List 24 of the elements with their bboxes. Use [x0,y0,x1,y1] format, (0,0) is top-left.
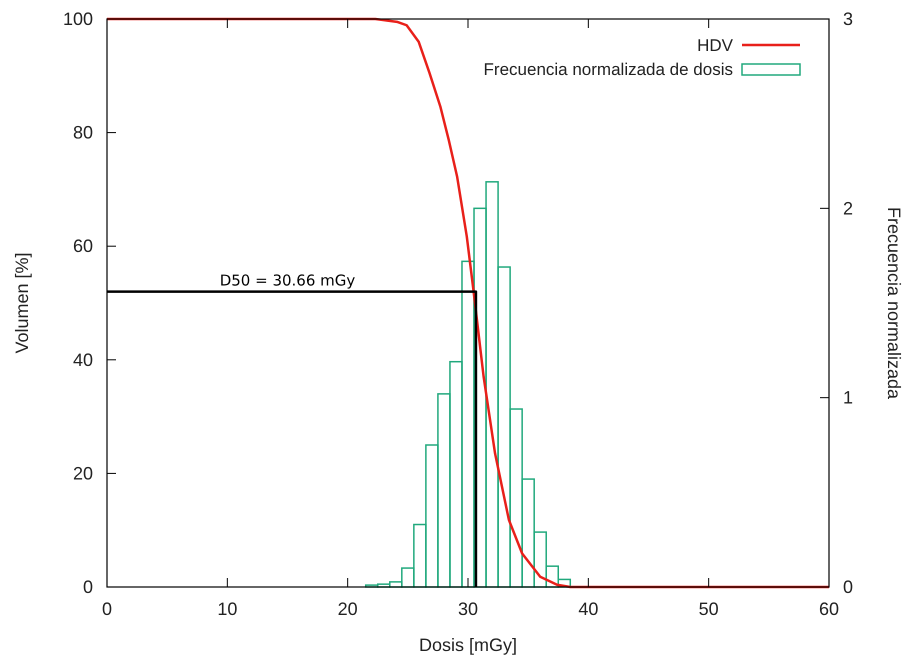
y-tick-label: 100 [62,9,93,29]
legend-label: HDV [697,36,734,55]
y-tick-label: 80 [72,122,93,143]
y2-tick-label: 0 [843,577,854,597]
x-tick-label: 40 [578,599,598,619]
y-tick-label: 60 [72,236,93,256]
x-tick-label: 30 [458,599,478,619]
x-axis-title: Dosis [mGy] [418,635,518,655]
y2-tick-label: 1 [843,388,854,408]
y-tick-label: 20 [72,463,93,484]
legend-label: Frecuencia normalizada de dosis [484,60,733,79]
x-tick-label: 10 [217,599,238,619]
y-axis-title: Volumen [%] [12,252,32,354]
y-tick-label: 0 [82,577,93,597]
annotation: D50 = 30.66 mGy [220,272,356,290]
x-tick-label: 60 [818,599,840,619]
y2-axis-title: Frecuencia normalizada [884,206,904,400]
y2-tick-label: 2 [843,198,854,218]
x-tick-label: 0 [102,599,112,619]
y-tick-label: 40 [72,350,93,370]
x-tick-label: 50 [698,599,719,619]
y2-tick-label: 3 [843,9,854,29]
x-tick-label: 20 [338,599,358,619]
line-series [106,18,830,588]
